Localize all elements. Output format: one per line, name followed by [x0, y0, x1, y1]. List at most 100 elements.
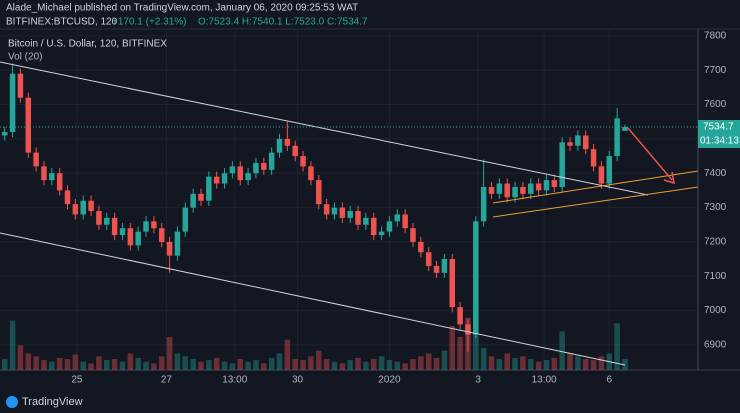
- candle-body: [465, 324, 471, 335]
- candle-body: [402, 214, 408, 229]
- candle-body: [528, 183, 534, 194]
- x-tick-label: 2020: [378, 375, 401, 386]
- volume-bar: [386, 360, 393, 370]
- candle-body: [229, 166, 236, 174]
- volume-bar: [127, 353, 134, 370]
- ohlc: O:7523.4 H:7540.1 L:7523.0 C:7534.7: [198, 17, 368, 28]
- candle-body: [614, 118, 620, 157]
- candle-body: [151, 221, 157, 229]
- candle-body: [127, 228, 134, 246]
- volume-bar: [151, 363, 157, 370]
- volume-bar: [80, 361, 86, 370]
- volume-bar: [520, 356, 526, 370]
- volume-bar: [17, 345, 24, 370]
- candle-body: [394, 214, 401, 222]
- candle-body: [245, 173, 251, 181]
- volume-bar: [245, 361, 251, 370]
- volume-bar: [111, 359, 118, 370]
- y-tick-label: 7200: [704, 237, 727, 248]
- candle-body: [198, 193, 204, 201]
- candle-body: [33, 152, 39, 167]
- candle-body: [575, 135, 581, 146]
- volume-bar: [221, 361, 228, 370]
- candle-body: [582, 135, 589, 150]
- x-tick-label: 27: [161, 375, 173, 386]
- y-tick-label: 7000: [704, 305, 727, 316]
- candle-body: [64, 190, 71, 205]
- candle-body: [80, 200, 86, 215]
- volume-bar: [284, 339, 291, 370]
- y-tick-label: 7100: [704, 271, 727, 282]
- candle-body: [206, 176, 212, 201]
- volume-bar: [300, 360, 306, 370]
- volume-bar: [104, 360, 110, 370]
- volume-bar: [582, 359, 589, 370]
- publisher: Alade_Michael published on TradingView.c…: [6, 3, 358, 14]
- trend-line: [0, 232, 626, 366]
- candle-body: [355, 211, 361, 225]
- candle-body: [339, 207, 346, 218]
- candle-body: [316, 180, 322, 205]
- volume-bar: [64, 359, 71, 370]
- volume-bar: [206, 360, 212, 370]
- volume-bar: [355, 357, 361, 370]
- volume-bar: [457, 337, 463, 370]
- y-tick-label: 7700: [704, 65, 727, 76]
- candle-body: [323, 204, 330, 215]
- volume-bar: [41, 360, 47, 370]
- volume-bar: [496, 359, 503, 370]
- volume-bar: [190, 359, 196, 370]
- volume-bar: [418, 356, 424, 370]
- volume-bar: [441, 350, 448, 370]
- volume-bar: [488, 356, 495, 370]
- volume-bar: [504, 353, 510, 370]
- volume-bar: [96, 356, 102, 370]
- candle-body: [386, 221, 393, 232]
- last-price-box: [698, 119, 740, 148]
- volume-bar: [370, 359, 377, 370]
- volume-bar: [33, 356, 39, 370]
- candle-body: [268, 152, 275, 170]
- volume-bar: [198, 361, 204, 370]
- volume-bar: [229, 363, 236, 370]
- candle-body: [543, 180, 550, 191]
- trend-line: [0, 61, 649, 196]
- brand: TradingView: [22, 396, 83, 408]
- candle-body: [488, 186, 495, 194]
- candle-body: [261, 162, 267, 170]
- candle-body: [276, 138, 283, 153]
- logo: [6, 396, 18, 408]
- candle-body: [606, 156, 613, 184]
- candle-body: [347, 211, 353, 218]
- candle-body: [41, 166, 47, 181]
- volume-bar: [425, 353, 432, 370]
- volume-bar: [237, 359, 244, 370]
- volume-bar: [49, 361, 55, 370]
- volume-bar: [363, 361, 369, 370]
- candle-body: [441, 259, 448, 273]
- candle-body: [174, 231, 181, 256]
- candle-body: [119, 228, 126, 236]
- candle-body: [221, 173, 228, 184]
- volume-bar: [292, 359, 298, 370]
- x-tick-label: 13:00: [222, 375, 247, 386]
- volume-bar: [308, 356, 314, 370]
- volume-bar: [433, 357, 440, 370]
- candle-body: [622, 126, 628, 131]
- volume-bar: [394, 361, 401, 370]
- change: +170.1 (+2.31%): [112, 17, 187, 28]
- volume-bar: [551, 357, 558, 370]
- volume-bar: [323, 359, 330, 370]
- volume-bar: [143, 361, 149, 370]
- candle-body: [363, 217, 369, 225]
- candle-body: [300, 156, 306, 167]
- volume-bar: [543, 360, 550, 370]
- candle-body: [308, 166, 314, 181]
- candle-body: [512, 186, 518, 198]
- volume-bar: [559, 331, 565, 370]
- arrow-head: [663, 171, 675, 185]
- candle-body: [88, 200, 94, 212]
- candle-body: [425, 252, 432, 266]
- volume-label: Vol (20): [8, 52, 42, 63]
